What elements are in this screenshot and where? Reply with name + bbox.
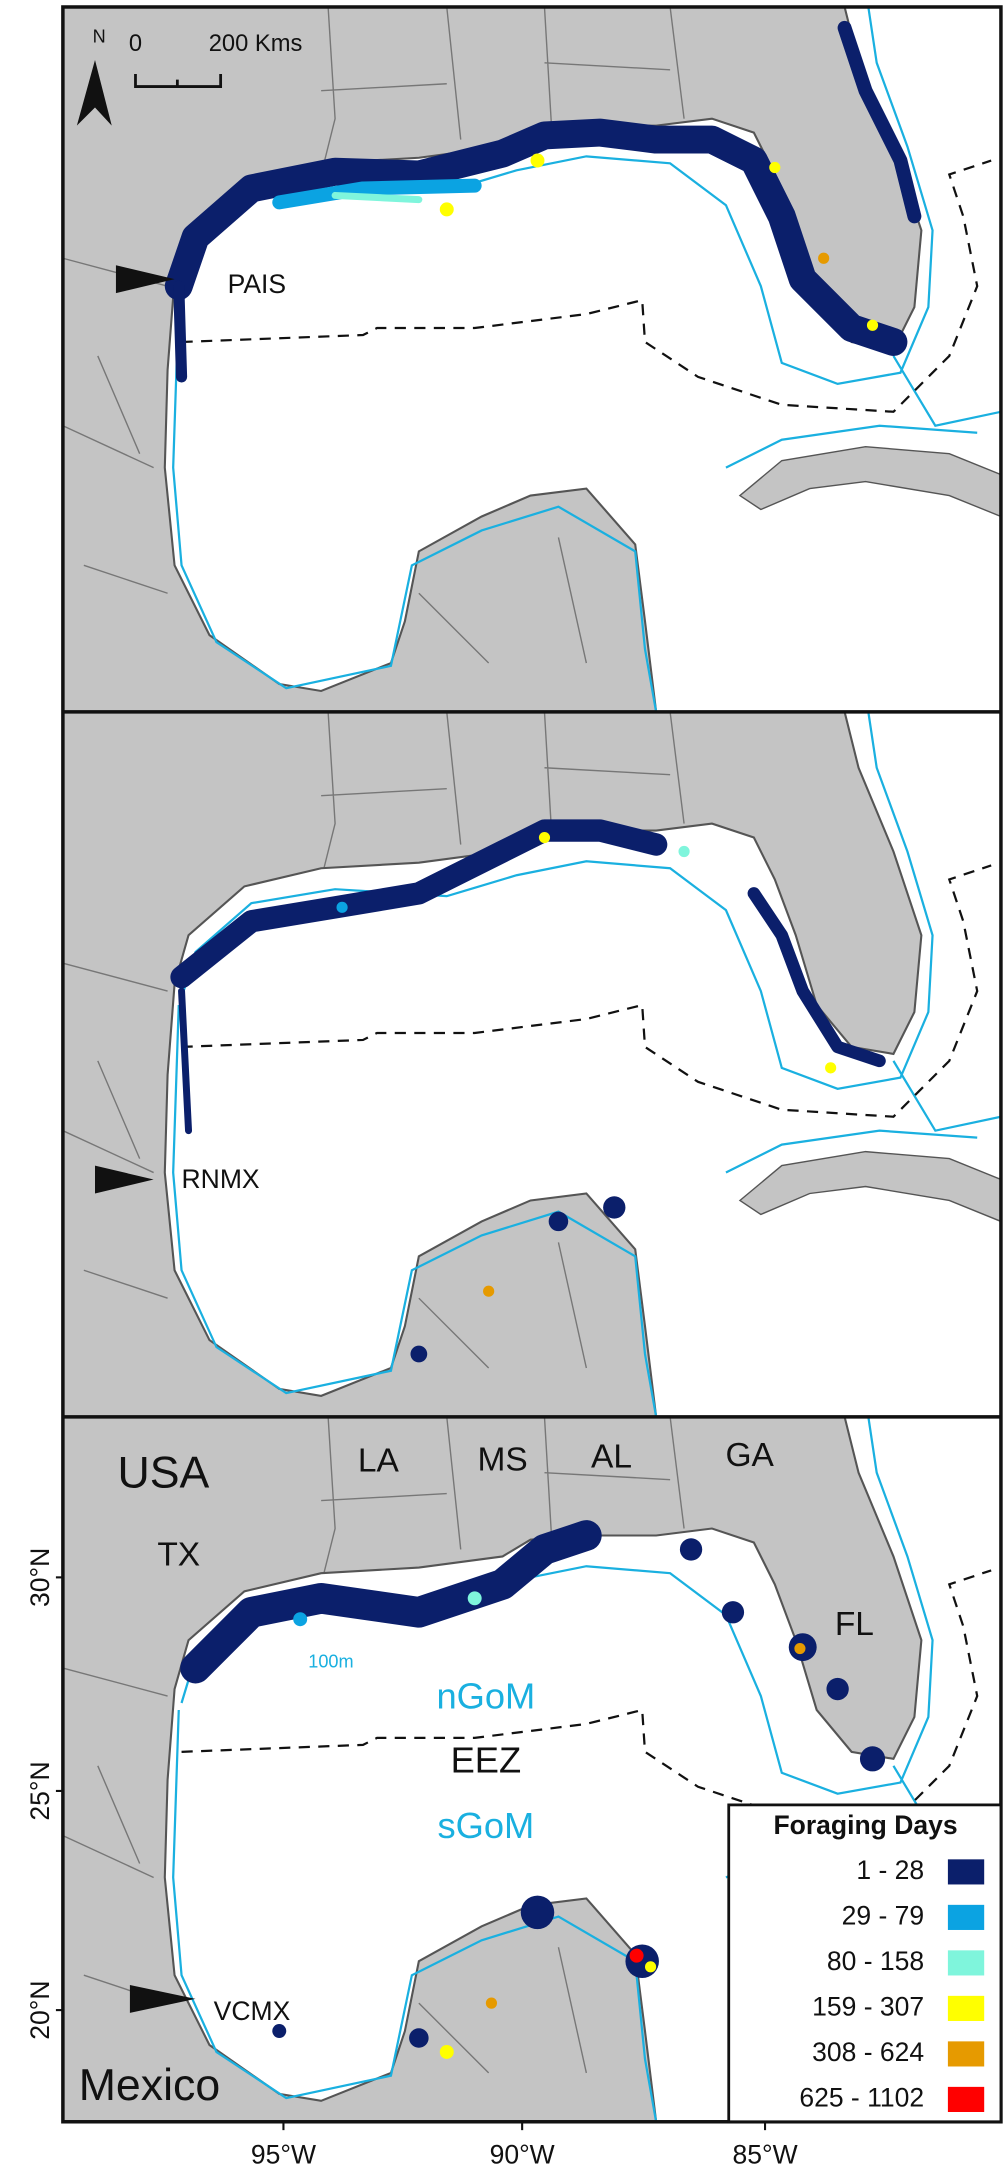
foraging-hex <box>826 1677 849 1701</box>
foraging-hex <box>164 118 908 356</box>
state-label: AL <box>591 1439 632 1476</box>
legend-swatch <box>947 2041 985 2067</box>
foraging-hex <box>467 1591 482 1606</box>
foraging-hex <box>548 1211 569 1232</box>
foraging-hex <box>293 1612 308 1627</box>
legend-swatch <box>947 2086 985 2112</box>
lat-label: 20°N <box>25 1980 55 2039</box>
foraging-hex <box>483 1285 495 1297</box>
foraging-hex <box>629 1948 644 1963</box>
foraging-hex <box>678 845 690 858</box>
foraging-hex <box>530 153 545 168</box>
foraging-hex <box>170 819 668 989</box>
foraging-hex <box>859 1746 886 1772</box>
foraging-hex <box>272 178 482 210</box>
scale-start: 0 <box>129 31 142 57</box>
water-label: nGoM <box>436 1675 535 1716</box>
legend-swatch <box>947 1859 985 1885</box>
scale-end: 200 Kms <box>209 31 303 57</box>
legend-swatch <box>947 1904 985 1930</box>
eez-label: EEZ <box>451 1740 522 1781</box>
foraging-hex <box>272 2024 287 2039</box>
foraging-hex <box>331 191 423 204</box>
foraging-hex <box>721 1601 745 1624</box>
legend-swatch <box>947 1950 985 1976</box>
state-label: GA <box>725 1437 774 1474</box>
legend-label: 308 - 624 <box>812 2037 924 2067</box>
legend-label: 1 - 28 <box>856 1855 924 1885</box>
foraging-hex <box>336 901 348 913</box>
lat-label: 25°N <box>25 1761 55 1820</box>
lon-label: 85°W <box>732 2140 797 2170</box>
foraging-hex <box>837 20 922 224</box>
legend-label: 625 - 1102 <box>799 2082 924 2112</box>
site-label: PAIS <box>228 269 286 299</box>
foraging-hex <box>538 831 551 844</box>
foraging-hex <box>625 1944 659 1978</box>
legend-swatch <box>947 1995 985 2021</box>
panel-3: VCMX <box>62 1416 1001 2122</box>
foraging-hex <box>644 1961 657 1973</box>
site-label: VCMX <box>214 1996 291 2026</box>
foraging-hex <box>603 1196 626 1219</box>
labels: USA TX LA MS AL GA FL Mexico 100m nGoM E… <box>25 1437 874 2170</box>
lon-label: 95°W <box>251 2140 316 2170</box>
state-label: TX <box>157 1536 200 1573</box>
state-label: LA <box>358 1443 400 1480</box>
foraging-hex <box>178 987 193 1135</box>
state-label: FL <box>835 1606 874 1643</box>
foraging-hex <box>679 1538 703 1561</box>
legend-label: 159 - 307 <box>812 1991 924 2021</box>
legend: Foraging Days 1 - 28 29 - 79 80 - 158 159 -… <box>727 1803 1003 2124</box>
foraging-hex <box>769 161 781 174</box>
foraging-hex <box>520 1895 555 1930</box>
foraging-hex <box>866 319 879 331</box>
panel-1: N 0 200 Kms PAIS <box>62 6 1001 712</box>
foraging-hex <box>410 1345 428 1363</box>
north-label: N <box>93 26 106 46</box>
legend-label: 80 - 158 <box>827 1946 924 1976</box>
lon-label: 90°W <box>490 2140 555 2170</box>
country-label: Mexico <box>79 2061 220 2110</box>
water-label: sGoM <box>437 1805 534 1846</box>
site-label: RNMX <box>182 1164 260 1194</box>
legend-title: Foraging Days <box>773 1810 957 1840</box>
country-label: USA <box>117 1448 209 1497</box>
foraging-hex <box>173 280 188 383</box>
foraging-hex <box>818 252 830 264</box>
lat-label: 30°N <box>25 1548 55 1607</box>
foraging-hex <box>825 1062 837 1074</box>
foraging-hex <box>747 887 886 1068</box>
foraging-hex <box>409 2028 429 2048</box>
foraging-hex <box>439 202 454 217</box>
foraging-hex <box>180 1520 602 1684</box>
contour-label: 100m <box>308 1651 353 1671</box>
legend-label: 29 - 79 <box>842 1900 925 1930</box>
state-label: MS <box>477 1441 527 1478</box>
foraging-hex <box>485 1997 498 2009</box>
panel-2: RNMX <box>62 711 1001 1417</box>
foraging-hex <box>439 2044 454 2059</box>
foraging-hex <box>794 1642 806 1655</box>
frame <box>61 5 1003 2124</box>
